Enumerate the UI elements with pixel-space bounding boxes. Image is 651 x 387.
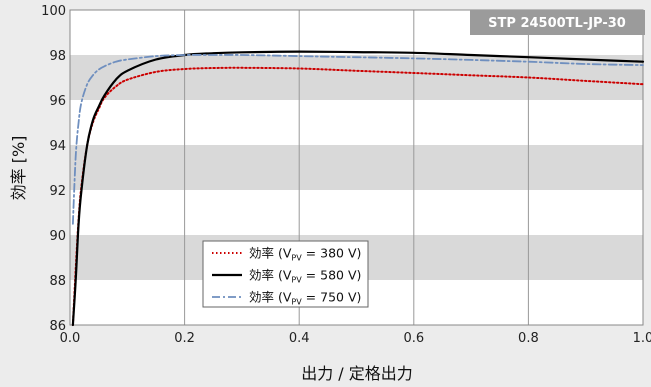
x-tick-label: 0.6 — [403, 331, 424, 346]
x-tick-label: 0.0 — [60, 331, 81, 346]
legend-label-1: 効率 (VPV = 380 V) — [249, 246, 361, 263]
x-tick-label: 0.2 — [174, 331, 195, 346]
series-line-2 — [71, 50, 645, 327]
x-tick-label: 0.4 — [289, 331, 310, 346]
series-layer — [71, 50, 645, 327]
series-line-3 — [72, 54, 644, 225]
y-axis-title: 効率 [%] — [9, 136, 28, 201]
y-tick-label: 86 — [49, 319, 66, 334]
y-tick-label: 88 — [49, 274, 66, 289]
plot-frame — [69, 9, 644, 326]
legend-label-3: 効率 (VPV = 750 V) — [249, 290, 361, 307]
y-tick-label: 100 — [41, 4, 66, 19]
y-tick-label: 96 — [49, 94, 66, 109]
legend: 効率 (VPV = 380 V) 効率 (VPV = 580 V) 効率 (VPV … — [202, 240, 369, 308]
x-tick-label: 1.0 — [633, 331, 651, 346]
y-tick-label: 90 — [49, 229, 66, 244]
model-badge: STP 24500TL-JP-30 — [470, 10, 645, 35]
y-tick-label: 98 — [49, 49, 66, 64]
legend-label-2: 効率 (VPV = 580 V) — [249, 268, 361, 285]
grid-band — [70, 145, 643, 190]
x-tick-label: 0.8 — [518, 331, 539, 346]
y-tick-labels: 86 88 90 92 94 96 98 100 — [41, 4, 66, 334]
grid-band — [70, 55, 643, 100]
model-badge-label: STP 24500TL-JP-30 — [488, 16, 626, 31]
y-tick-label: 94 — [49, 139, 66, 154]
model-badge-background — [470, 10, 645, 35]
x-axis-title: 出力 / 定格出力 — [301, 364, 413, 383]
y-tick-label: 92 — [49, 184, 66, 199]
x-tick-labels: 0.0 0.2 0.4 0.6 0.8 1.0 — [60, 331, 651, 346]
